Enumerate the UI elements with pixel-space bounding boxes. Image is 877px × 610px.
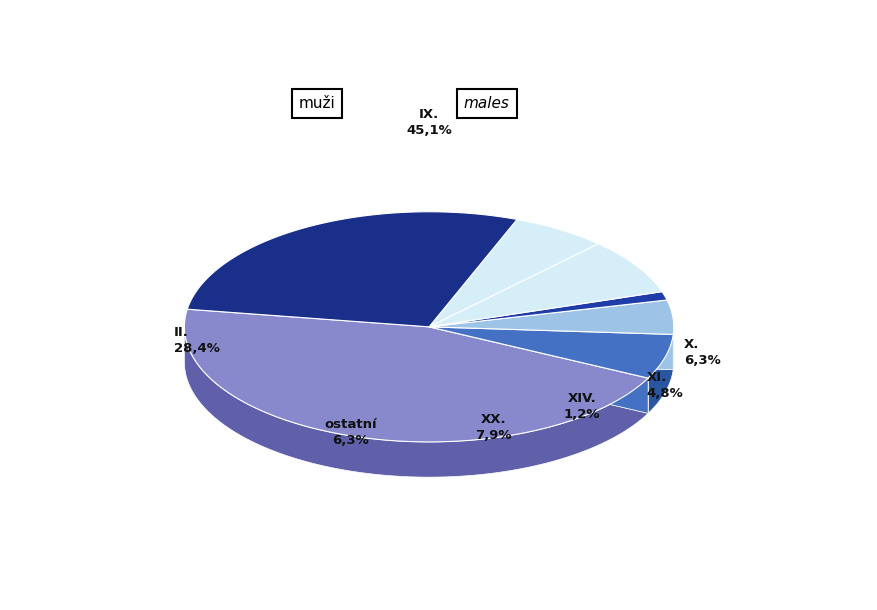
Polygon shape <box>429 327 648 414</box>
Polygon shape <box>188 212 517 327</box>
Polygon shape <box>429 327 648 414</box>
Polygon shape <box>429 220 598 327</box>
Text: XX.
7,9%: XX. 7,9% <box>475 414 512 442</box>
Polygon shape <box>429 327 674 370</box>
Polygon shape <box>429 327 674 378</box>
Text: X.
6,3%: X. 6,3% <box>684 338 721 367</box>
Text: II.
28,4%: II. 28,4% <box>175 326 220 356</box>
Polygon shape <box>429 292 667 327</box>
Polygon shape <box>184 309 648 442</box>
Text: ostatní
6,3%: ostatní 6,3% <box>324 418 377 447</box>
Text: XI.
4,8%: XI. 4,8% <box>646 371 683 400</box>
Text: males: males <box>464 96 510 111</box>
Polygon shape <box>429 300 674 334</box>
Text: IX.
45,1%: IX. 45,1% <box>406 108 452 137</box>
Polygon shape <box>184 326 648 477</box>
Text: muži: muži <box>298 96 335 111</box>
Polygon shape <box>429 327 674 370</box>
Polygon shape <box>648 334 674 414</box>
Polygon shape <box>429 244 662 327</box>
Text: XIV.
1,2%: XIV. 1,2% <box>564 392 600 421</box>
